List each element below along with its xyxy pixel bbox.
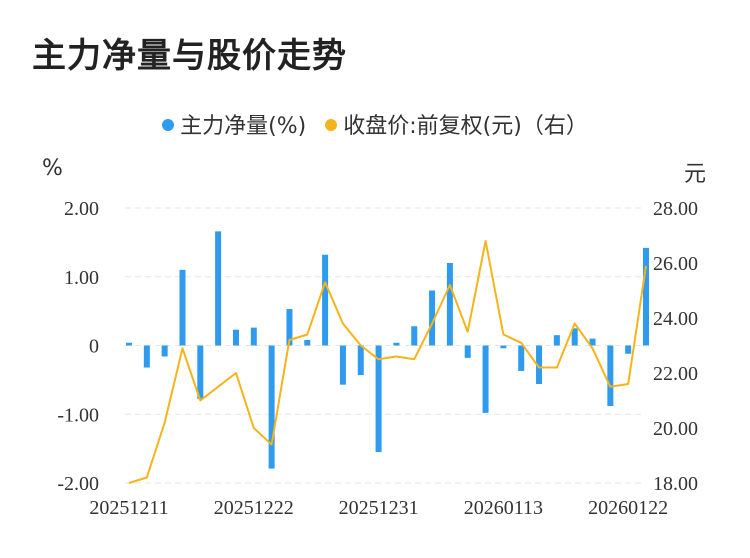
bar[interactable] [464,345,471,358]
bar[interactable] [607,345,614,407]
bar[interactable] [429,290,436,346]
legend-item-net-flow[interactable]: 主力净量(%) [162,108,306,140]
page-title: 主力净量与股价走势 [32,36,347,76]
bar[interactable] [589,338,596,346]
x-tick-label: 20251211 [89,497,168,519]
right-tick-label: 26.00 [653,253,698,275]
right-tick-label: 22.00 [653,363,698,385]
bar[interactable] [286,309,293,346]
bar[interactable] [411,326,418,346]
legend: 主力净量(%) 收盘价:前复权(元)（右） [0,108,750,140]
bar[interactable] [393,342,400,346]
bar[interactable] [322,254,329,346]
bar[interactable] [446,263,453,346]
left-tick-label: 1.00 [64,267,99,289]
bar[interactable] [143,345,150,368]
x-tick-label: 20260122 [588,497,668,519]
right-axis-unit: 元 [684,162,707,187]
left-tick-label: -2.00 [57,473,99,495]
bar[interactable] [500,345,507,349]
bar[interactable] [375,345,382,453]
bar[interactable] [536,345,543,385]
right-tick-label: 20.00 [653,418,698,440]
x-tick-label: 20251231 [339,497,419,519]
bar[interactable] [161,345,168,357]
x-tick-label: 20251222 [214,497,294,519]
bar[interactable] [304,340,311,346]
legend-label-net-flow: 主力净量(%) [180,114,307,139]
x-tick-label: 20260113 [464,497,543,519]
legend-dot-yellow-icon [325,119,338,131]
left-tick-label: -1.00 [57,404,99,426]
bar[interactable] [250,327,257,346]
bar[interactable] [357,345,364,376]
bar[interactable] [518,345,525,371]
bar[interactable] [197,345,204,400]
bar[interactable] [268,345,275,469]
right-tick-label: 28.00 [653,198,698,220]
bar[interactable] [232,329,239,346]
left-tick-label: 2.00 [64,198,99,220]
bar[interactable] [482,345,489,413]
bar[interactable] [571,328,578,346]
right-tick-label: 24.00 [653,308,698,330]
legend-item-close-price[interactable]: 收盘价:前复权(元)（右） [325,108,588,140]
legend-label-close-price: 收盘价:前复权(元)（右） [343,114,588,139]
left-axis-unit: % [42,156,63,181]
legend-dot-blue-icon [162,119,175,131]
bar[interactable] [126,342,132,346]
bar[interactable] [339,345,346,385]
bar[interactable] [215,231,222,346]
price-line[interactable] [128,240,647,484]
left-tick-label: 0 [89,336,99,358]
bar[interactable] [179,269,186,346]
bar[interactable] [643,247,649,346]
bar[interactable] [553,335,560,346]
right-tick-label: 18.00 [653,473,698,495]
bar[interactable] [625,345,632,354]
